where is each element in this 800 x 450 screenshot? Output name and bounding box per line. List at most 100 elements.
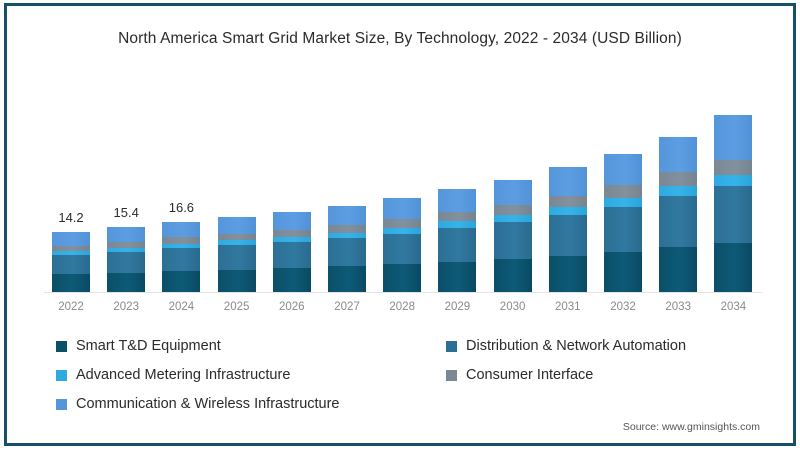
bar-segment-smart-t-d-equipment[interactable] [438, 261, 477, 292]
bar-segment-consumer-interface[interactable] [438, 212, 477, 222]
stacked-bar[interactable] [493, 179, 532, 292]
bar-segment-consumer-interface[interactable] [604, 185, 642, 198]
bar-segment-smart-t-d-equipment[interactable] [383, 264, 422, 292]
bar-segment-advanced-metering-infrastructure[interactable] [162, 243, 201, 249]
bar-segment-communication-wireless-infrastructure[interactable] [659, 137, 698, 173]
stacked-bar[interactable] [162, 221, 201, 292]
stacked-bar[interactable] [659, 137, 698, 292]
bar-segment-distribution-network-automation[interactable] [272, 242, 311, 268]
legend-item-consumer-interface[interactable]: Consumer Interface [446, 367, 593, 383]
x-tick-2031: 2031 [555, 301, 581, 313]
source-attribution: Source: www.gminsights.com [622, 421, 760, 433]
stacked-bar[interactable] [217, 216, 256, 292]
legend-item-communication-wireless-infrastructure[interactable]: Communication & Wireless Infrastructure [56, 396, 340, 412]
bar-segment-smart-t-d-equipment[interactable] [52, 273, 90, 292]
bar-segment-distribution-network-automation[interactable] [604, 206, 642, 252]
x-tick-2024: 2024 [168, 301, 195, 313]
bar-segment-distribution-network-automation[interactable] [548, 215, 587, 256]
bar-segment-advanced-metering-infrastructure[interactable] [328, 232, 366, 239]
bar-segment-distribution-network-automation[interactable] [438, 228, 477, 262]
x-tick-2025: 2025 [223, 301, 250, 313]
bar-segment-communication-wireless-infrastructure[interactable] [493, 179, 532, 205]
bar-segment-advanced-metering-infrastructure[interactable] [52, 250, 90, 255]
legend-item-advanced-metering-infrastructure[interactable]: Advanced Metering Infrastructure [56, 367, 290, 383]
bar-segment-distribution-network-automation[interactable] [714, 186, 753, 243]
stacked-bar[interactable] [548, 167, 587, 292]
bar-segment-advanced-metering-infrastructure[interactable] [714, 175, 753, 187]
bar-segment-advanced-metering-infrastructure[interactable] [217, 240, 256, 246]
bar-segment-advanced-metering-infrastructure[interactable] [493, 215, 532, 223]
x-tick-2032: 2032 [610, 301, 636, 313]
bar-segment-consumer-interface[interactable] [383, 219, 422, 228]
bar-segment-distribution-network-automation[interactable] [217, 245, 256, 270]
bar-segment-communication-wireless-infrastructure[interactable] [714, 114, 753, 160]
legend-item-smart-t-d-equipment[interactable]: Smart T&D Equipment [56, 338, 221, 354]
bar-segment-consumer-interface[interactable] [328, 225, 366, 233]
stacked-bar[interactable] [604, 153, 642, 292]
bar-segment-consumer-interface[interactable] [272, 229, 311, 238]
bar-segment-advanced-metering-infrastructure[interactable] [659, 186, 698, 197]
bar-segment-smart-t-d-equipment[interactable] [659, 247, 698, 292]
stacked-bar[interactable] [328, 205, 366, 292]
bar-segment-distribution-network-automation[interactable] [659, 196, 698, 248]
bar-segment-communication-wireless-infrastructure[interactable] [217, 216, 256, 234]
stacked-bar[interactable] [383, 198, 422, 292]
bar-segment-communication-wireless-infrastructure[interactable] [162, 221, 201, 238]
bar-segment-distribution-network-automation[interactable] [328, 238, 366, 267]
bar-segment-consumer-interface[interactable] [107, 241, 146, 248]
bar-segment-advanced-metering-infrastructure[interactable] [438, 221, 477, 229]
bar-segment-communication-wireless-infrastructure[interactable] [328, 205, 366, 226]
bar-value-label: 15.4 [113, 204, 139, 220]
bar-segment-distribution-network-automation[interactable] [383, 233, 422, 265]
bar-segment-advanced-metering-infrastructure[interactable] [107, 247, 146, 252]
stacked-bar[interactable] [107, 226, 146, 292]
bar-segment-distribution-network-automation[interactable] [493, 222, 532, 260]
bar-segment-smart-t-d-equipment[interactable] [272, 267, 311, 292]
bar-segment-advanced-metering-infrastructure[interactable] [383, 227, 422, 234]
legend-swatch-icon [56, 340, 67, 352]
bar-segment-smart-t-d-equipment[interactable] [217, 269, 256, 292]
bar-segment-consumer-interface[interactable] [659, 172, 698, 187]
x-tick-2033: 2033 [665, 301, 691, 313]
stacked-bar[interactable] [272, 211, 311, 292]
bar-segment-distribution-network-automation[interactable] [107, 251, 146, 273]
bar-segment-advanced-metering-infrastructure[interactable] [548, 207, 587, 216]
bar-segment-consumer-interface[interactable] [52, 245, 90, 251]
bar-segment-communication-wireless-infrastructure[interactable] [383, 198, 422, 220]
bar-segment-consumer-interface[interactable] [217, 233, 256, 241]
stacked-bar[interactable] [52, 231, 90, 292]
x-tick-2023: 2023 [113, 301, 139, 313]
page-title: North America Smart Grid Market Size, By… [118, 30, 682, 47]
stacked-bar[interactable] [438, 188, 477, 292]
legend-item-distribution-network-automation[interactable]: Distribution & Network Automation [446, 338, 686, 354]
bar-segment-smart-t-d-equipment[interactable] [548, 255, 587, 292]
stacked-bar[interactable] [714, 114, 753, 292]
bar-segment-advanced-metering-infrastructure[interactable] [604, 197, 642, 207]
x-tick-2027: 2027 [334, 301, 360, 313]
bar-segment-consumer-interface[interactable] [548, 195, 587, 207]
bar-segment-advanced-metering-infrastructure[interactable] [272, 237, 311, 243]
x-tick-2026: 2026 [279, 301, 305, 313]
bar-segment-consumer-interface[interactable] [493, 204, 532, 216]
bar-segment-communication-wireless-infrastructure[interactable] [272, 211, 311, 230]
bar-segment-smart-t-d-equipment[interactable] [604, 251, 642, 292]
bar-segment-communication-wireless-infrastructure[interactable] [107, 226, 146, 242]
bar-segment-smart-t-d-equipment[interactable] [107, 272, 146, 292]
bar-segment-distribution-network-automation[interactable] [162, 248, 201, 271]
bar-segment-communication-wireless-infrastructure[interactable] [548, 167, 587, 196]
x-tick-2022: 2022 [58, 301, 84, 313]
bar-segment-distribution-network-automation[interactable] [52, 254, 90, 274]
bar-segment-consumer-interface[interactable] [714, 159, 753, 176]
bar-segment-smart-t-d-equipment[interactable] [328, 266, 366, 292]
legend-label: Smart T&D Equipment [76, 338, 221, 354]
bar-segment-communication-wireless-infrastructure[interactable] [604, 153, 642, 186]
legend-label: Communication & Wireless Infrastructure [76, 396, 340, 412]
bar-segment-smart-t-d-equipment[interactable] [162, 270, 201, 292]
bar-segment-consumer-interface[interactable] [162, 237, 201, 244]
bar-segment-communication-wireless-infrastructure[interactable] [52, 231, 90, 246]
bar-segment-smart-t-d-equipment[interactable] [493, 259, 532, 292]
bar-segment-smart-t-d-equipment[interactable] [714, 242, 753, 292]
bar-segment-communication-wireless-infrastructure[interactable] [438, 188, 477, 213]
legend-swatch-icon [56, 369, 67, 381]
